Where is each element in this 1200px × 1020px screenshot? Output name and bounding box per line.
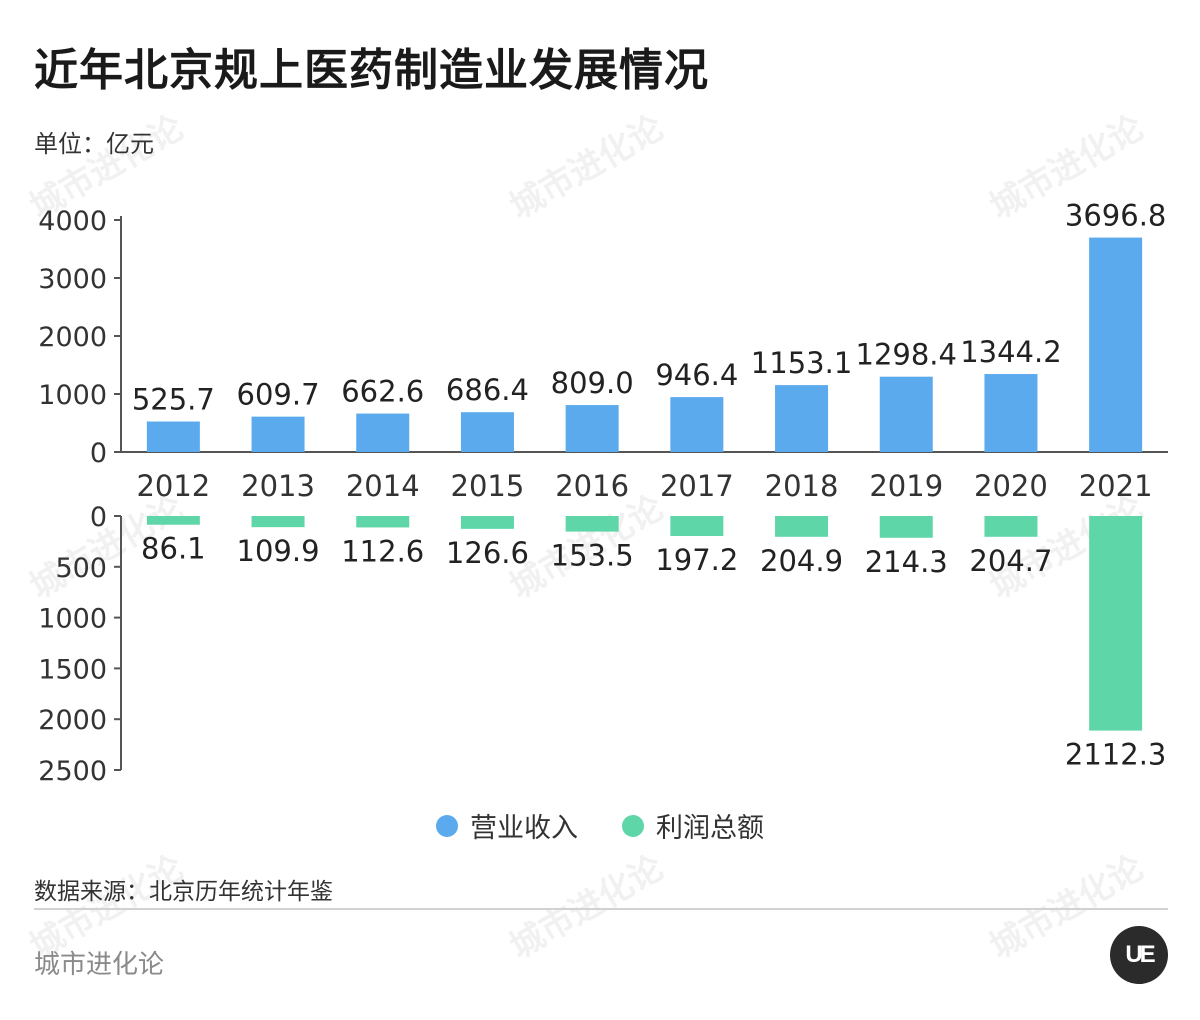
data-label-profit: 126.6 [446, 536, 529, 570]
bar-revenue [984, 374, 1038, 452]
x-tick-label: 2014 [346, 469, 420, 503]
source-note: 数据来源：北京历年统计年鉴 [34, 879, 333, 905]
legend: 营业收入 利润总额 [0, 806, 1200, 845]
data-label-revenue: 946.4 [655, 358, 738, 392]
bar-profit [775, 516, 829, 537]
data-label-revenue: 809.0 [551, 366, 634, 400]
data-label-revenue: 609.7 [237, 378, 320, 412]
y-tick-label: 2000 [38, 705, 107, 736]
legend-dot-icon [622, 814, 644, 837]
bar-profit [251, 516, 305, 528]
chart: 0 1000 2000 3000 4000 525.7 2012 609.7 2013 662.6… [38, 199, 1168, 787]
y-tick-label: 2500 [38, 756, 107, 787]
brand-logo-icon: UE [1110, 926, 1168, 984]
bar-revenue [146, 421, 200, 452]
bar-revenue [251, 416, 305, 452]
data-label-revenue: 1344.2 [960, 335, 1061, 369]
bar-revenue [565, 405, 619, 452]
bar-profit [565, 516, 619, 532]
y-tick-label: 0 [90, 438, 107, 469]
bar-revenue [775, 385, 829, 452]
data-label-profit: 112.6 [341, 534, 424, 568]
x-tick-label: 2015 [451, 469, 525, 503]
divider [34, 908, 1168, 910]
bar-profit [670, 516, 724, 537]
x-tick-label: 2020 [974, 469, 1048, 503]
data-label-revenue: 525.7 [132, 383, 215, 417]
x-tick-label: 2017 [660, 469, 734, 503]
brand-name: 城市进化论 [34, 950, 165, 980]
data-label-revenue: 1298.4 [856, 338, 957, 372]
y-tick-label: 1000 [38, 604, 107, 635]
chart-title: 近年北京规上医药制造业发展情况 [34, 45, 709, 96]
y-tick-label: 500 [55, 553, 107, 584]
data-label-profit: 204.9 [760, 544, 843, 578]
y-tick-label: 0 [90, 502, 107, 533]
data-label-profit: 153.5 [551, 539, 634, 573]
bar-profit [984, 516, 1038, 537]
data-label-revenue: 662.6 [341, 375, 424, 409]
unit-label: 单位：亿元 [34, 130, 154, 158]
bar-profit [1089, 516, 1143, 731]
x-tick-label: 2021 [1079, 469, 1153, 503]
y-tick-label: 1000 [38, 380, 107, 411]
y-tick-label: 3000 [38, 264, 107, 295]
bar-revenue [1089, 237, 1143, 452]
bar-profit [356, 516, 410, 528]
bar-revenue [356, 413, 410, 452]
x-tick-label: 2018 [765, 469, 839, 503]
bar-revenue [879, 376, 933, 452]
x-tick-label: 2016 [555, 469, 629, 503]
data-label-profit: 86.1 [141, 532, 206, 566]
watermark: 城市进化论 [503, 847, 671, 968]
data-label-profit: 2112.3 [1065, 738, 1166, 772]
x-tick-label: 2019 [869, 469, 943, 503]
legend-label: 利润总额 [656, 813, 764, 844]
data-label-profit: 214.3 [865, 545, 948, 579]
data-label-profit: 204.7 [969, 544, 1052, 578]
legend-label: 营业收入 [470, 813, 578, 844]
data-label-profit: 109.9 [237, 534, 320, 568]
data-label-revenue: 3696.8 [1065, 199, 1166, 233]
data-label-profit: 197.2 [655, 543, 738, 577]
legend-item-profit[interactable]: 利润总额 [622, 806, 764, 845]
legend-item-revenue[interactable]: 营业收入 [436, 806, 578, 845]
legend-dot-icon [436, 814, 458, 837]
x-tick-label: 2013 [241, 469, 315, 503]
bar-revenue [460, 412, 514, 452]
bar-revenue [670, 397, 724, 452]
bar-profit [460, 516, 514, 529]
bar-profit [879, 516, 933, 538]
x-tick-label: 2012 [136, 469, 210, 503]
y-tick-label: 1500 [38, 654, 107, 685]
y-tick-label: 4000 [38, 206, 107, 237]
data-label-revenue: 1153.1 [751, 346, 852, 380]
y-tick-label: 2000 [38, 322, 107, 353]
data-label-revenue: 686.4 [446, 373, 529, 407]
bar-profit [146, 516, 200, 525]
